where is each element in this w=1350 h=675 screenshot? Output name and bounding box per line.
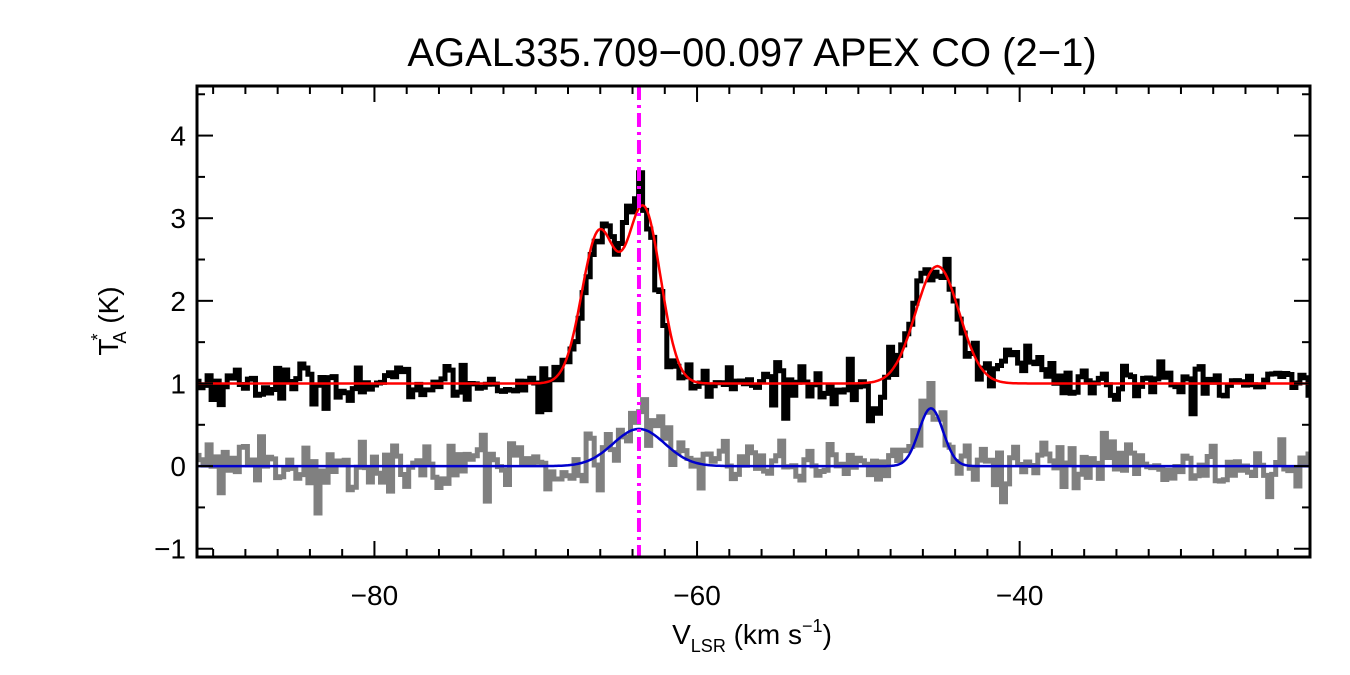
x-axis-label-sub: LSR — [691, 636, 726, 656]
x-tick-label: −40 — [996, 580, 1044, 611]
y-tick-label: 0 — [170, 451, 186, 482]
y-tick-label: 2 — [170, 286, 186, 317]
x-tick-label: −60 — [673, 580, 721, 611]
x-axis-label-unit-open: (km s — [726, 619, 802, 650]
y-axis-label-sup: * — [88, 334, 108, 341]
chart-title: AGAL335.709−00.097 APEX CO (2−1) — [407, 31, 1096, 75]
fit-3 — [197, 406, 1310, 468]
plot-frame — [195, 84, 1312, 559]
x-axis-label: VLSR (km s−1) — [672, 616, 832, 656]
spectrum-2 — [197, 381, 1310, 516]
y-axis-label-main: T — [93, 339, 124, 356]
y-axis-label-unit: (K) — [93, 286, 124, 331]
y-tick-label: 1 — [170, 368, 186, 399]
y-axis-label: T* A (K) — [88, 286, 130, 355]
y-tick-label: 3 — [170, 203, 186, 234]
x-axis-label-sup: −1 — [802, 616, 823, 636]
y-tick-label: −1 — [154, 534, 186, 565]
y-tick-label: 4 — [170, 121, 186, 152]
x-axis-ticks: −80 −60 −40 — [212, 86, 1311, 611]
x-tick-label: −80 — [351, 580, 399, 611]
y-axis-ticks: −1 0 1 2 3 4 — [154, 93, 1310, 565]
x-axis-label-unit-close: ) — [823, 619, 832, 650]
fit-1 — [197, 203, 1310, 385]
x-axis-label-main: V — [672, 619, 691, 650]
y-axis-label-sub: A — [110, 331, 130, 343]
plot-area — [197, 86, 1310, 557]
plot-clipped — [197, 170, 1310, 516]
